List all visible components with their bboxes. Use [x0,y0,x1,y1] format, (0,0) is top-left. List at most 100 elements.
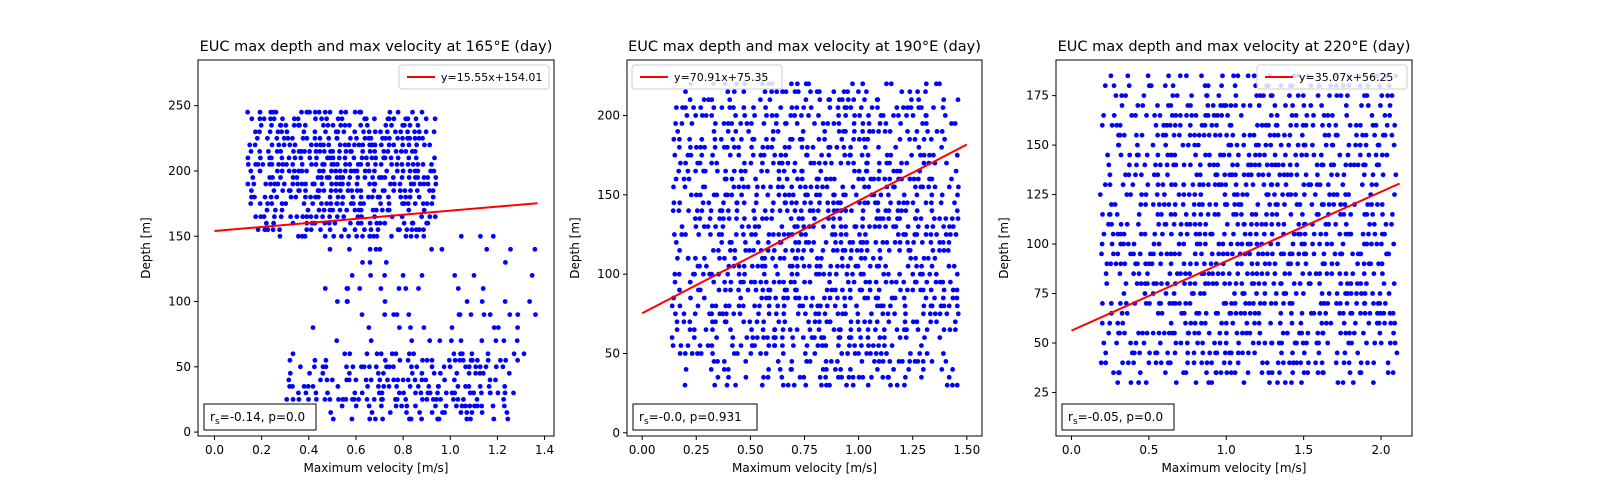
scatter-point [1125,241,1131,247]
scatter-point [319,181,325,187]
scatter-point [335,116,341,122]
scatter-point [850,184,856,190]
scatter-point [1107,320,1113,326]
scatter-point [725,367,731,372]
scatter-point [320,168,326,174]
scatter-point [408,325,413,330]
scatter-point [848,105,854,110]
scatter-point [375,227,381,233]
scatter-point [1134,132,1139,138]
scatter-point [1199,73,1204,79]
x-tick-label: 0.8 [394,443,413,457]
scatter-point [1241,132,1247,138]
scatter-point [339,403,345,409]
scatter-point [344,364,349,370]
scatter-point [762,263,768,269]
scatter-point [1152,113,1157,118]
scatter-point [1141,340,1147,346]
scatter-point [1117,271,1123,277]
scatter-point [846,374,852,380]
scatter-point [288,214,293,220]
scatter-point [1225,113,1230,118]
scatter-point [261,116,267,122]
scatter-point [803,232,808,237]
scatter-point [293,194,299,200]
scatter-point [739,176,745,182]
scatter-point [466,364,472,370]
scatter-point [358,220,364,226]
scatter-point [777,208,783,214]
y-tick-label: 100 [168,295,191,309]
scatter-point [290,351,296,357]
scatter-point [929,263,935,269]
scatter-point [1138,281,1144,286]
scatter-point [751,136,757,142]
scatter-point [1256,320,1262,326]
scatter-point [941,287,947,293]
scatter-point [928,287,934,293]
scatter-point [417,181,423,187]
stats-annotation: rs=-0.14, p=0.0 [203,403,317,431]
scatter-point [803,97,809,103]
scatter-point [702,144,707,150]
scatter-point [1111,113,1117,118]
scatter-point [1223,320,1229,326]
scatter-point [1254,241,1260,247]
scatter-point [395,377,401,383]
scatter-point [334,214,340,220]
scatter-point [294,214,300,220]
scatter-point [1227,281,1233,286]
scatter-point [1392,122,1398,128]
scatter-point [822,160,828,166]
scatter-point [952,121,958,126]
scatter-point [420,397,425,402]
scatter-point [719,105,725,110]
scatter-point [406,312,412,317]
scatter-point [865,327,871,333]
scatter-point [424,201,430,207]
scatter-point [865,382,871,388]
scatter-point [1325,113,1331,118]
scatter-point [1262,291,1268,296]
scatter-point [396,390,402,396]
scatter-point [1155,152,1161,158]
scatter-point [1247,301,1252,306]
scatter-point [1371,360,1377,366]
scatter-point [295,116,301,122]
scatter-point [346,377,352,383]
scatter-point [421,175,427,180]
scatter-point [347,122,352,128]
x-tick-label: 1.25 [899,443,926,457]
scatter-point [357,201,363,207]
scatter-point [1207,202,1213,207]
scatter-point [400,273,406,278]
scatter-point [754,335,760,340]
scatter-point [1358,251,1364,257]
scatter-point [711,129,717,134]
scatter-point [735,351,740,356]
scatter-point [769,208,775,214]
scatter-point [425,181,431,187]
scatter-point [728,279,734,285]
scatter-point [1218,152,1223,158]
scatter-point [327,227,333,233]
scatter-point [672,152,678,158]
scatter-point [1115,320,1121,326]
scatter-point [1181,241,1187,247]
scatter-point [1202,261,1207,267]
scatter-point [792,89,798,95]
scatter-point [252,142,258,148]
scatter-point [1118,231,1124,237]
scatter-point [327,214,332,220]
scatter-point [278,149,284,154]
scatter-point [391,312,397,317]
scatter-point [901,279,907,285]
scatter-point [1181,310,1187,316]
scatter-point [882,129,888,134]
scatter-point [807,263,812,269]
scatter-point [1199,320,1204,326]
scatter-point [762,208,768,214]
scatter-point [762,89,768,95]
scatter-point [430,188,436,194]
scatter-point [1262,301,1267,306]
